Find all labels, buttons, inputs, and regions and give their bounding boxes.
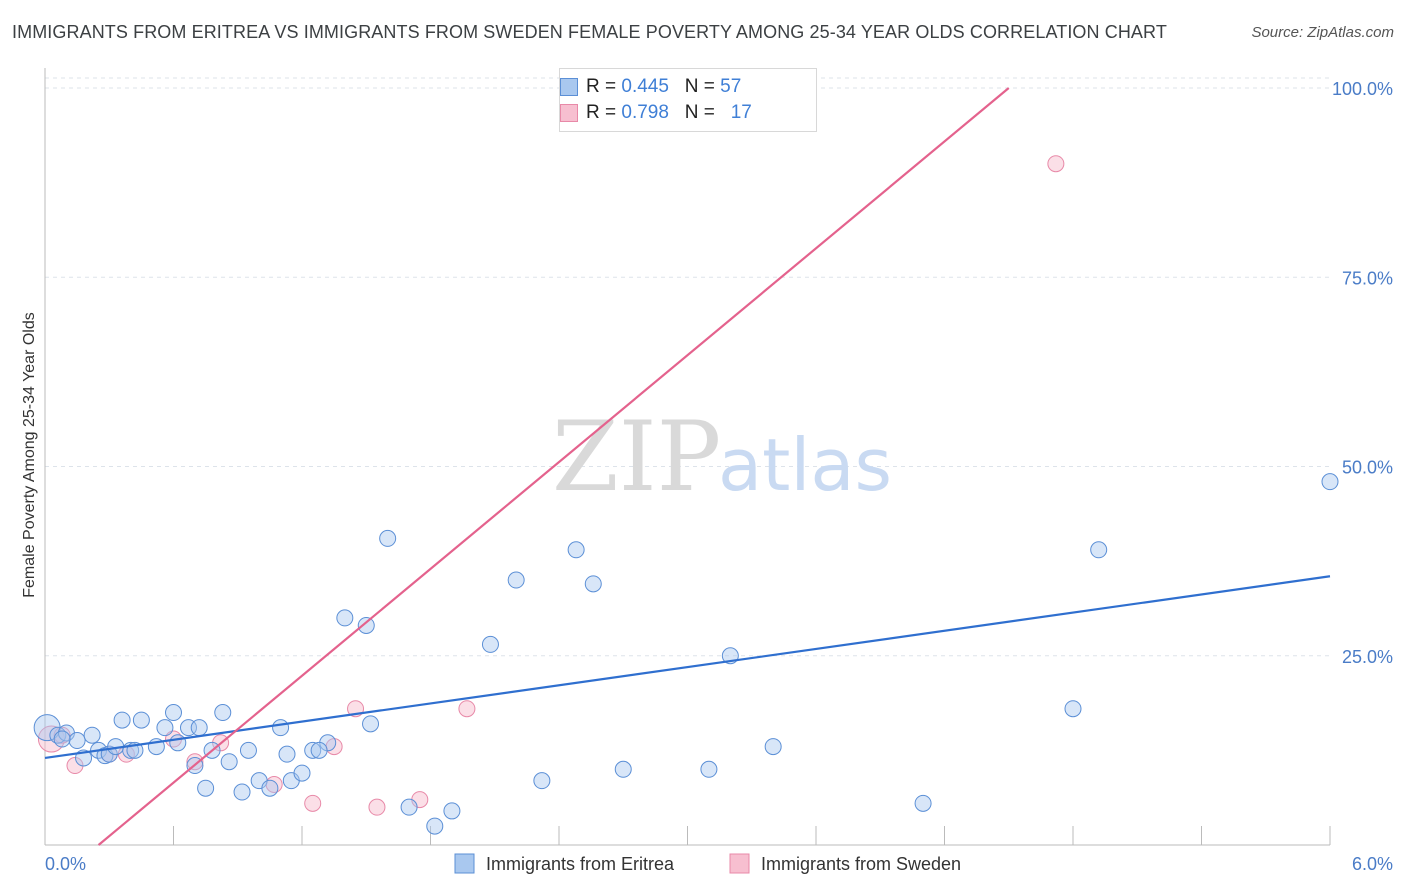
legend-swatch-eritrea [454, 853, 475, 874]
x-tick-label: 6.0% [1352, 854, 1393, 874]
eritrea-point[interactable] [481, 635, 499, 653]
watermark-atlas: atlas [718, 423, 892, 507]
eritrea-point[interactable] [379, 529, 397, 547]
chart-title: IMMIGRANTS FROM ERITREA VS IMMIGRANTS FR… [12, 22, 1167, 42]
eritrea-point[interactable] [400, 798, 418, 816]
legend-label-sweden: Immigrants from Sweden [761, 854, 961, 874]
eritrea-trend-line [44, 575, 1331, 760]
eritrea-point[interactable] [336, 609, 354, 627]
sweden-point[interactable] [458, 700, 476, 718]
eritrea-point[interactable] [507, 571, 525, 589]
grid-lines [45, 77, 1330, 657]
eritrea-point[interactable] [700, 760, 718, 778]
eritrea-point[interactable] [233, 783, 251, 801]
eritrea-point[interactable] [357, 616, 375, 634]
eritrea-point[interactable] [914, 794, 932, 812]
axes [44, 68, 1331, 846]
x-tick-labels: 0.0% 6.0% [45, 854, 1393, 874]
eritrea-point[interactable] [113, 711, 131, 729]
eritrea-point[interactable] [533, 772, 551, 790]
legend-swatch-sweden-top [560, 104, 578, 122]
legend-swatch-sweden [729, 853, 750, 874]
r-value: 0.445 [621, 76, 669, 97]
y-tick-label: 50.0% [1342, 458, 1393, 478]
sweden-point[interactable] [304, 794, 322, 812]
source-label: Source: ZipAtlas.com [1251, 24, 1394, 41]
watermark-zip: ZIP [552, 401, 721, 513]
sweden-point[interactable] [368, 798, 386, 816]
eritrea-point[interactable] [764, 738, 782, 756]
r-label: R = [586, 102, 617, 123]
eritrea-point[interactable] [310, 741, 328, 759]
eritrea-point[interactable] [272, 719, 290, 737]
eritrea-point[interactable] [132, 711, 150, 729]
r-value: 0.798 [621, 102, 669, 123]
eritrea-point[interactable] [362, 715, 380, 733]
legend-row-eritrea: R = 0.445 N = 57 [560, 74, 742, 100]
eritrea-points [33, 473, 1339, 835]
eritrea-point[interactable] [169, 734, 187, 752]
eritrea-point[interactable] [614, 760, 632, 778]
eritrea-point[interactable] [220, 753, 238, 771]
eritrea-point[interactable] [53, 730, 71, 748]
legend-label-eritrea: Immigrants from Eritrea [486, 854, 675, 874]
eritrea-point[interactable] [1064, 700, 1082, 718]
n-label: N = [684, 102, 715, 123]
y-axis-label: Female Poverty Among 25-34 Year Olds [21, 312, 38, 598]
eritrea-point[interactable] [1090, 541, 1108, 559]
n-value: 17 [730, 102, 752, 123]
n-value: 57 [720, 76, 742, 97]
eritrea-point[interactable] [165, 704, 182, 722]
y-tick-label: 25.0% [1342, 647, 1393, 667]
trend-lines [44, 87, 1331, 846]
eritrea-point[interactable] [304, 741, 322, 759]
sweden-trend-line [97, 87, 1010, 846]
sweden-point[interactable] [1047, 155, 1065, 173]
x-tick-label: 0.0% [45, 854, 86, 874]
bottom-legend: Immigrants from Eritrea Immigrants from … [454, 853, 961, 874]
legend-item-sweden[interactable]: Immigrants from Sweden [729, 853, 961, 874]
eritrea-point[interactable] [584, 575, 602, 593]
eritrea-point[interactable] [68, 732, 86, 750]
r-label: R = [586, 76, 617, 97]
legend-swatch-eritrea-top [560, 78, 578, 96]
y-tick-label: 75.0% [1342, 268, 1393, 288]
eritrea-point[interactable] [278, 745, 296, 763]
eritrea-point[interactable] [239, 741, 257, 759]
legend-row-sweden: R = 0.798 N = 17 [560, 100, 752, 126]
watermark: ZIP atlas [552, 401, 892, 513]
legend-item-eritrea[interactable]: Immigrants from Eritrea [454, 853, 675, 874]
eritrea-point[interactable] [426, 817, 444, 835]
eritrea-point[interactable] [261, 779, 279, 797]
n-label: N = [684, 76, 715, 97]
eritrea-point[interactable] [1321, 473, 1339, 491]
eritrea-point[interactable] [567, 541, 585, 559]
eritrea-point[interactable] [83, 726, 101, 744]
eritrea-point[interactable] [214, 704, 232, 722]
eritrea-point[interactable] [156, 719, 174, 737]
eritrea-point[interactable] [293, 764, 311, 782]
sweden-point[interactable] [186, 753, 204, 771]
correlation-legend: R = 0.445 N = 57 R = 0.798 N = 17 [559, 68, 817, 132]
eritrea-point[interactable] [190, 719, 208, 737]
y-tick-label: 100.0% [1332, 79, 1393, 99]
y-tick-labels: 25.0% 50.0% 75.0% 100.0% [1332, 79, 1393, 667]
eritrea-point[interactable] [443, 802, 461, 820]
eritrea-point[interactable] [197, 779, 215, 797]
